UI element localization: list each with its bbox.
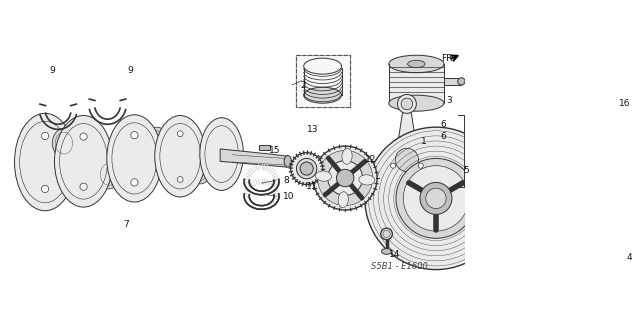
Bar xyxy=(444,78,461,85)
Text: 1: 1 xyxy=(421,137,427,146)
Ellipse shape xyxy=(316,171,332,181)
Text: 6: 6 xyxy=(440,132,446,141)
Text: 3: 3 xyxy=(446,96,452,105)
Ellipse shape xyxy=(284,155,291,167)
Polygon shape xyxy=(84,153,134,167)
Circle shape xyxy=(313,146,377,210)
Circle shape xyxy=(296,159,317,179)
Text: 9: 9 xyxy=(127,66,133,75)
Circle shape xyxy=(337,169,354,187)
Bar xyxy=(388,64,444,103)
Circle shape xyxy=(177,131,183,137)
Bar xyxy=(296,55,349,107)
Text: 12: 12 xyxy=(365,155,376,164)
Circle shape xyxy=(401,98,413,110)
Circle shape xyxy=(390,163,396,168)
Circle shape xyxy=(365,127,507,270)
Ellipse shape xyxy=(458,78,465,85)
Circle shape xyxy=(328,160,363,196)
Polygon shape xyxy=(180,150,221,161)
Text: 11: 11 xyxy=(306,182,317,190)
Circle shape xyxy=(80,133,87,140)
Text: 13: 13 xyxy=(307,125,318,134)
Circle shape xyxy=(42,185,49,193)
Polygon shape xyxy=(397,113,417,145)
Ellipse shape xyxy=(15,113,76,211)
Polygon shape xyxy=(45,154,84,168)
Bar xyxy=(259,145,270,151)
Circle shape xyxy=(300,162,313,175)
Text: 9: 9 xyxy=(49,66,55,75)
Text: 8: 8 xyxy=(284,176,289,185)
Ellipse shape xyxy=(338,192,348,208)
Text: S5B1 - E1600: S5B1 - E1600 xyxy=(371,262,428,271)
Text: 16: 16 xyxy=(619,100,630,108)
Ellipse shape xyxy=(408,60,425,68)
Text: 7: 7 xyxy=(124,220,129,229)
Ellipse shape xyxy=(190,158,211,184)
Circle shape xyxy=(388,141,426,179)
Ellipse shape xyxy=(97,160,120,189)
Circle shape xyxy=(613,104,621,111)
Circle shape xyxy=(396,148,419,172)
Circle shape xyxy=(317,151,372,206)
Text: 15: 15 xyxy=(269,146,280,155)
Ellipse shape xyxy=(388,95,444,111)
Circle shape xyxy=(80,183,87,190)
Ellipse shape xyxy=(54,115,113,207)
Ellipse shape xyxy=(381,249,392,254)
Circle shape xyxy=(131,179,138,186)
Bar xyxy=(296,55,349,107)
Circle shape xyxy=(397,94,417,113)
Circle shape xyxy=(42,132,49,139)
Circle shape xyxy=(420,182,452,214)
Ellipse shape xyxy=(155,115,205,197)
Circle shape xyxy=(403,166,468,231)
Text: 14: 14 xyxy=(388,250,400,259)
Text: 4: 4 xyxy=(627,254,632,263)
Text: 2: 2 xyxy=(300,80,306,90)
Text: 6: 6 xyxy=(440,120,446,129)
Circle shape xyxy=(131,131,138,139)
Polygon shape xyxy=(220,149,287,167)
Ellipse shape xyxy=(359,175,375,185)
Circle shape xyxy=(618,244,628,254)
Circle shape xyxy=(381,228,392,240)
Circle shape xyxy=(418,163,423,168)
Circle shape xyxy=(396,159,476,238)
Text: 5: 5 xyxy=(463,166,469,175)
Ellipse shape xyxy=(146,127,168,155)
Polygon shape xyxy=(134,151,180,164)
Circle shape xyxy=(426,188,446,209)
Ellipse shape xyxy=(200,118,243,190)
Text: FR.: FR. xyxy=(441,54,455,63)
Ellipse shape xyxy=(342,148,352,164)
Text: 10: 10 xyxy=(284,192,295,201)
Circle shape xyxy=(177,177,183,182)
Ellipse shape xyxy=(52,129,76,158)
Ellipse shape xyxy=(107,115,162,202)
Ellipse shape xyxy=(304,87,342,103)
Circle shape xyxy=(291,152,323,185)
Ellipse shape xyxy=(388,55,444,73)
